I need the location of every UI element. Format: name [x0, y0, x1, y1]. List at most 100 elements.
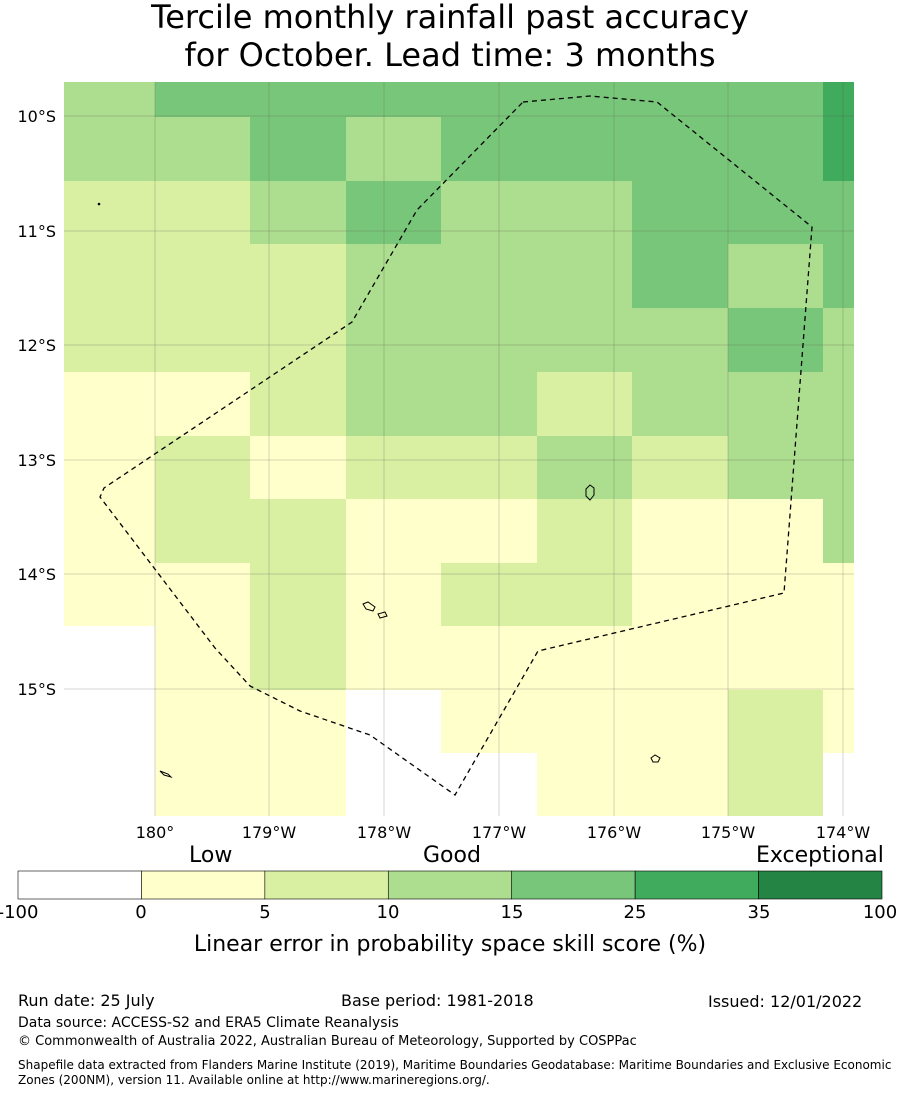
- grid-cell: [728, 753, 823, 816]
- skill-grid: [64, 82, 854, 816]
- grid-cell: [346, 499, 537, 563]
- lon-label: 177°W: [472, 823, 527, 842]
- lon-label: 180°: [136, 823, 175, 842]
- grid-cell: [632, 436, 728, 499]
- islet-west: [97, 202, 101, 206]
- grid-cell: [64, 181, 250, 244]
- grid-cell: [537, 753, 728, 816]
- grid-cell: [441, 690, 728, 753]
- map-title-line1: Tercile monthly rainfall past accuracy: [151, 0, 749, 36]
- island-futuna: [362, 601, 376, 612]
- colorbar-segment: [511, 870, 636, 900]
- lat-label: 11°S: [17, 222, 56, 241]
- run-date: Run date: 25 July: [18, 991, 155, 1010]
- legend-category-good: Good: [423, 843, 481, 868]
- colorbar-tick: 35: [747, 902, 771, 923]
- grid-cell: [250, 626, 346, 690]
- island-south: [650, 754, 661, 763]
- lon-label: 176°W: [587, 823, 642, 842]
- grid-cell: [64, 82, 155, 117]
- grid-cell: [250, 117, 346, 181]
- grid-cell: [346, 117, 441, 181]
- grid-cell: [250, 372, 346, 436]
- grid-cell: [441, 117, 823, 181]
- lat-label: 13°S: [17, 451, 56, 470]
- data-source: Data source: ACCESS-S2 and ERA5 Climate …: [18, 1015, 399, 1031]
- lat-label: 14°S: [17, 565, 56, 584]
- grid-cell: [250, 436, 346, 499]
- grid-cell: [632, 244, 728, 308]
- grid-cell: [632, 181, 854, 244]
- grid-cell: [632, 563, 854, 626]
- colorbar-segment: [758, 870, 883, 900]
- colorbar-segment: [387, 870, 513, 900]
- issued-date: Issued: 12/01/2022: [708, 992, 863, 1011]
- grid-cell: [155, 436, 250, 499]
- grid-cell: [728, 436, 854, 499]
- grid-cell: [250, 563, 346, 626]
- grid-cell: [155, 82, 823, 117]
- grid-cell: [823, 308, 854, 372]
- lon-label: 174°W: [816, 823, 871, 842]
- grid-cell: [346, 181, 441, 244]
- grid-cell: [441, 181, 632, 244]
- colorbar-segment: [264, 870, 389, 900]
- shapefile-note: Shapefile data extracted from Flanders M…: [18, 1058, 892, 1087]
- colorbar-tick: 10: [376, 902, 400, 923]
- graticule: [64, 82, 854, 816]
- grid-cell: [823, 690, 854, 753]
- lon-labels: 180° 179°W 178°W 177°W 176°W 175°W 174°W: [136, 823, 871, 842]
- grid-cell: [64, 372, 250, 436]
- island-alofi: [377, 611, 388, 619]
- colorbar-segment: [634, 870, 759, 900]
- grid-cell: [64, 436, 155, 499]
- island-southwest: [159, 770, 173, 779]
- grid-cell: [728, 690, 823, 753]
- island-wallis: [585, 484, 595, 501]
- grid-cell: [346, 372, 537, 436]
- colorbar-tick: 100: [862, 902, 898, 923]
- grid-cell: [537, 436, 632, 499]
- lon-label: 175°W: [701, 823, 756, 842]
- grid-cell: [823, 82, 854, 117]
- grid-cell: [346, 244, 632, 308]
- grid-cell: [64, 117, 250, 181]
- lat-label: 15°S: [17, 680, 56, 699]
- grid-cell: [64, 308, 346, 372]
- grid-cell: [632, 372, 854, 436]
- grid-cell: [537, 499, 632, 563]
- grid-cell: [823, 499, 854, 563]
- colorbar-tick: 0: [135, 902, 147, 923]
- grid-cell: [537, 372, 632, 436]
- grid-cell: [823, 244, 854, 308]
- lon-label: 178°W: [357, 823, 412, 842]
- grid-cell: [346, 563, 441, 626]
- grid-cell: [155, 626, 250, 690]
- legend-category-exceptional: Exceptional: [756, 843, 884, 868]
- base-period: Base period: 1981-2018: [341, 991, 534, 1010]
- map-title-line2: for October. Lead time: 3 months: [184, 36, 716, 74]
- colorbar-segment: [141, 870, 266, 900]
- grid-cell: [64, 499, 155, 563]
- grid-cell: [823, 117, 854, 181]
- eez-boundary: [99, 95, 813, 796]
- islands: [97, 202, 661, 779]
- grid-cell: [155, 690, 346, 753]
- grid-cell: [441, 563, 632, 626]
- grid-cell: [64, 563, 250, 626]
- grid-cell: [346, 436, 537, 499]
- colorbar-tick: 15: [500, 902, 524, 923]
- lat-label: 12°S: [17, 336, 56, 355]
- grid-cell: [346, 626, 854, 690]
- lat-label: 10°S: [17, 107, 56, 126]
- grid-cell: [250, 181, 346, 244]
- colorbar: [17, 870, 883, 900]
- colorbar-tick: -100: [0, 902, 39, 923]
- colorbar-segment: [17, 870, 142, 900]
- grid-cell: [64, 244, 346, 308]
- grid-cell: [632, 499, 823, 563]
- legend-category-low: Low: [189, 843, 233, 868]
- grid-cell: [728, 308, 823, 372]
- grid-cell: [155, 499, 346, 563]
